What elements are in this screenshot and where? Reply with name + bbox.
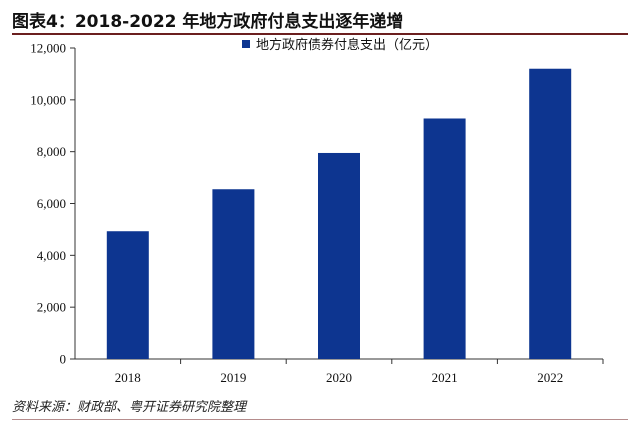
x-tick-label: 2021 <box>432 370 458 385</box>
x-tick-label: 2022 <box>537 370 563 385</box>
bar-chart: 0 2,000 4,000 6,000 8,000 10,000 12,000 2018 201… <box>30 37 604 385</box>
y-tick-label: 8,000 <box>37 144 66 159</box>
bar-2018 <box>106 231 149 359</box>
y-tick-label: 12,000 <box>30 41 66 56</box>
x-tick-label: 2019 <box>220 370 246 385</box>
chart-title: 图表4：2018-2022 年地方政府付息支出逐年递增 <box>12 12 404 32</box>
bar-2020 <box>318 152 360 359</box>
x-tick-label: 2018 <box>115 370 141 385</box>
bar-2019 <box>212 189 255 359</box>
y-tick-label: 4,000 <box>37 248 66 263</box>
y-tick-label: 2,000 <box>37 300 66 315</box>
chart-legend: 地方政府债券付息支出（亿元） <box>242 37 438 53</box>
y-tick-label: 6,000 <box>37 196 66 211</box>
chart-axes: 0 2,000 4,000 6,000 8,000 10,000 12,000 2018 201… <box>30 41 604 385</box>
title-row: 图表4：2018-2022 年地方政府付息支出逐年递增 <box>12 4 628 35</box>
y-tick-label: 10,000 <box>30 92 66 107</box>
bar-2021 <box>423 118 466 359</box>
y-tick-label: 0 <box>60 352 67 367</box>
title-divider <box>12 33 628 35</box>
legend-label: 地方政府债券付息支出（亿元） <box>256 37 438 53</box>
source-note: 资料来源：财政部、粤开证券研究院整理 <box>12 400 247 415</box>
bar-2022 <box>529 68 572 359</box>
x-tick-label: 2020 <box>326 370 352 385</box>
legend-swatch <box>242 40 250 48</box>
bottom-divider <box>12 419 628 420</box>
chart-bars <box>106 68 572 359</box>
